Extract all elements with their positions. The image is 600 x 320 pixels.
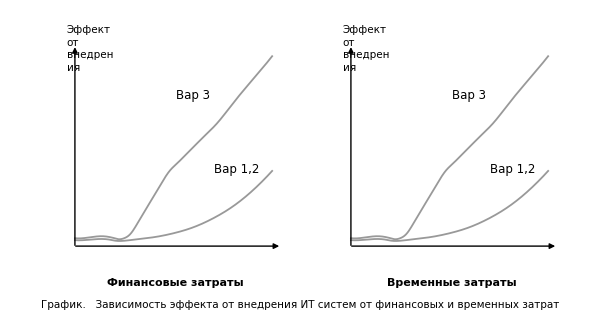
Text: Финансовые затраты: Финансовые затраты [107, 278, 244, 288]
Text: Эффект
от
внедрен
ия: Эффект от внедрен ия [343, 25, 389, 73]
Text: Вар 3: Вар 3 [452, 89, 485, 102]
Text: Вар 3: Вар 3 [176, 89, 209, 102]
Text: Вар 1,2: Вар 1,2 [490, 163, 535, 176]
Text: График.   Зависимость эффекта от внедрения ИТ систем от финансовых и временных з: График. Зависимость эффекта от внедрения… [41, 300, 559, 310]
Text: Временные затраты: Временные затраты [386, 278, 517, 288]
Text: Эффект
от
внедрен
ия: Эффект от внедрен ия [67, 25, 113, 73]
Text: Вар 1,2: Вар 1,2 [214, 163, 259, 176]
